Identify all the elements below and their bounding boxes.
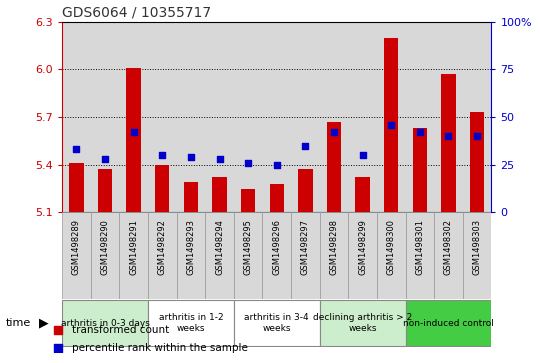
Text: declining arthritis > 2
weeks: declining arthritis > 2 weeks (313, 313, 412, 333)
Text: transformed count: transformed count (72, 325, 170, 335)
Bar (119, 212, 148, 299)
Bar (148, 301, 234, 346)
Point (273, 162, 281, 168)
Text: GSM1498299: GSM1498299 (358, 219, 367, 275)
Bar (91, 212, 119, 299)
Point (387, 122, 395, 128)
Bar (177, 212, 205, 299)
Bar (69, 163, 84, 212)
Text: arthritis in 0-3 days: arthritis in 0-3 days (60, 319, 150, 327)
Text: arthritis in 3-4
weeks: arthritis in 3-4 weeks (245, 313, 309, 333)
Text: ▶: ▶ (39, 317, 49, 330)
Point (359, 152, 367, 158)
Bar (62, 212, 91, 299)
Point (215, 156, 224, 162)
Point (368, 137, 377, 143)
Bar (269, 184, 284, 212)
Bar (91, 22, 119, 212)
Text: GSM1498295: GSM1498295 (244, 219, 253, 275)
Bar (148, 22, 177, 212)
Bar (234, 212, 262, 299)
Text: GSM1498302: GSM1498302 (444, 219, 453, 275)
Bar (212, 178, 227, 212)
Bar (98, 170, 112, 212)
Bar (262, 22, 291, 212)
Text: GDS6064 / 10355717: GDS6064 / 10355717 (62, 5, 211, 19)
Bar (126, 68, 141, 212)
Bar (355, 178, 370, 212)
Text: GSM1498300: GSM1498300 (387, 219, 396, 275)
Text: GSM1498303: GSM1498303 (472, 219, 482, 276)
Bar (62, 301, 148, 346)
Bar (406, 22, 434, 212)
Bar (327, 122, 341, 212)
Point (416, 130, 424, 135)
Bar (413, 128, 427, 212)
Bar (406, 301, 491, 346)
Bar (463, 22, 491, 212)
Bar (234, 22, 262, 212)
Bar (406, 212, 434, 299)
Bar (62, 22, 91, 212)
Text: GSM1498293: GSM1498293 (186, 219, 195, 275)
Text: GSM1498290: GSM1498290 (100, 219, 110, 275)
Text: GSM1498297: GSM1498297 (301, 219, 310, 275)
Bar (463, 212, 491, 299)
Bar (320, 301, 406, 346)
Bar (320, 212, 348, 299)
Text: arthritis in 1-2
weeks: arthritis in 1-2 weeks (159, 313, 223, 333)
Point (158, 152, 166, 158)
Text: GSM1498296: GSM1498296 (272, 219, 281, 275)
Point (444, 133, 453, 139)
Text: GSM1498289: GSM1498289 (72, 219, 81, 275)
Bar (119, 22, 148, 212)
Bar (377, 22, 406, 212)
Bar (155, 165, 170, 212)
Point (72, 147, 81, 152)
Bar (384, 38, 399, 212)
Point (368, 295, 377, 301)
Bar (177, 22, 205, 212)
Bar (470, 112, 484, 212)
Bar (234, 301, 320, 346)
Bar (377, 212, 406, 299)
Bar (148, 212, 177, 299)
Point (187, 154, 195, 160)
Bar (291, 22, 320, 212)
Bar (205, 212, 234, 299)
Bar (184, 182, 198, 212)
Text: GSM1498291: GSM1498291 (129, 219, 138, 275)
Text: GSM1498298: GSM1498298 (329, 219, 339, 275)
Text: non-induced control: non-induced control (403, 319, 494, 327)
Bar (348, 212, 377, 299)
Point (329, 130, 338, 135)
Bar (434, 212, 463, 299)
Bar (205, 22, 234, 212)
Point (244, 160, 253, 166)
Bar (320, 22, 348, 212)
Point (301, 143, 310, 148)
Text: percentile rank within the sample: percentile rank within the sample (72, 343, 248, 353)
Text: time: time (5, 318, 31, 328)
Point (130, 130, 138, 135)
Bar (241, 188, 255, 212)
Bar (348, 22, 377, 212)
Bar (434, 22, 463, 212)
Bar (298, 170, 313, 212)
Text: GSM1498292: GSM1498292 (158, 219, 167, 275)
Bar (291, 212, 320, 299)
Point (473, 133, 482, 139)
Text: GSM1498301: GSM1498301 (415, 219, 424, 275)
Bar (441, 74, 456, 212)
Text: GSM1498294: GSM1498294 (215, 219, 224, 275)
Point (100, 156, 109, 162)
Bar (262, 212, 291, 299)
